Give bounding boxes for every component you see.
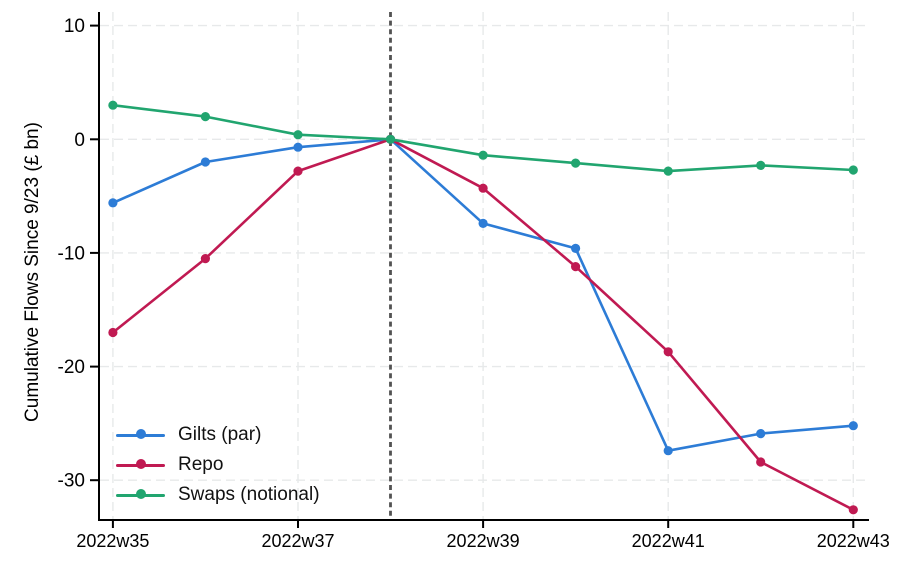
data-point-repo (478, 183, 488, 193)
data-point-swaps-notional (756, 160, 766, 170)
y-tick-label: -20 (58, 357, 85, 378)
x-tick-label: 2022w37 (261, 531, 334, 551)
x-tick-label: 2022w41 (632, 531, 705, 551)
data-point-swaps-notional (200, 112, 210, 122)
legend-label-gilts: Gilts (par) (178, 424, 262, 445)
data-point-gilts-par (848, 421, 858, 431)
data-point-gilts-par (571, 243, 581, 253)
data-point-repo (200, 254, 210, 264)
data-point-repo (756, 457, 766, 467)
y-tick-label: -10 (58, 243, 85, 264)
swaps-marker-icon (135, 489, 146, 499)
legend-item-repo: Repo (116, 454, 320, 476)
data-point-gilts-par (293, 142, 303, 152)
data-point-gilts-par (478, 218, 488, 228)
y-tick-label: -30 (58, 471, 85, 492)
gilts-marker-icon (135, 429, 146, 439)
y-tick-label: 0 (74, 130, 85, 151)
swaps-swatch (116, 484, 165, 506)
data-point-gilts-par (108, 198, 118, 208)
gilts-swatch (116, 424, 165, 446)
data-point-swaps-notional (848, 165, 858, 175)
x-tick-label: 2022w39 (447, 531, 520, 551)
x-tick-label: 2022w43 (817, 531, 890, 551)
legend-label-swaps: Swaps (notional) (178, 484, 320, 505)
data-point-swaps-notional (571, 158, 581, 168)
legend-item-gilts: Gilts (par) (116, 424, 320, 446)
data-point-swaps-notional (293, 130, 303, 140)
data-point-repo (293, 166, 303, 176)
data-point-swaps-notional (663, 166, 673, 176)
y-tick-label: 10 (64, 16, 85, 37)
legend-label-repo: Repo (178, 454, 224, 475)
data-point-swaps-notional (108, 100, 118, 110)
data-point-swaps-notional (478, 150, 488, 160)
data-point-repo (848, 505, 858, 515)
legend: Gilts (par) Repo Swaps (notional) (116, 424, 320, 514)
data-point-repo (663, 347, 673, 357)
legend-item-swaps: Swaps (notional) (116, 484, 320, 506)
x-tick-label: 2022w35 (76, 531, 149, 551)
repo-marker-icon (135, 459, 146, 469)
data-point-gilts-par (663, 446, 673, 456)
data-point-gilts-par (756, 429, 766, 439)
data-point-repo (108, 327, 118, 338)
y-axis-title: Cumulative Flows Since 9/23 (£ bn) (22, 122, 43, 422)
data-point-gilts-par (200, 157, 210, 167)
data-point-repo (571, 262, 581, 272)
repo-swatch (116, 454, 165, 476)
data-point-swaps-notional (385, 134, 396, 144)
